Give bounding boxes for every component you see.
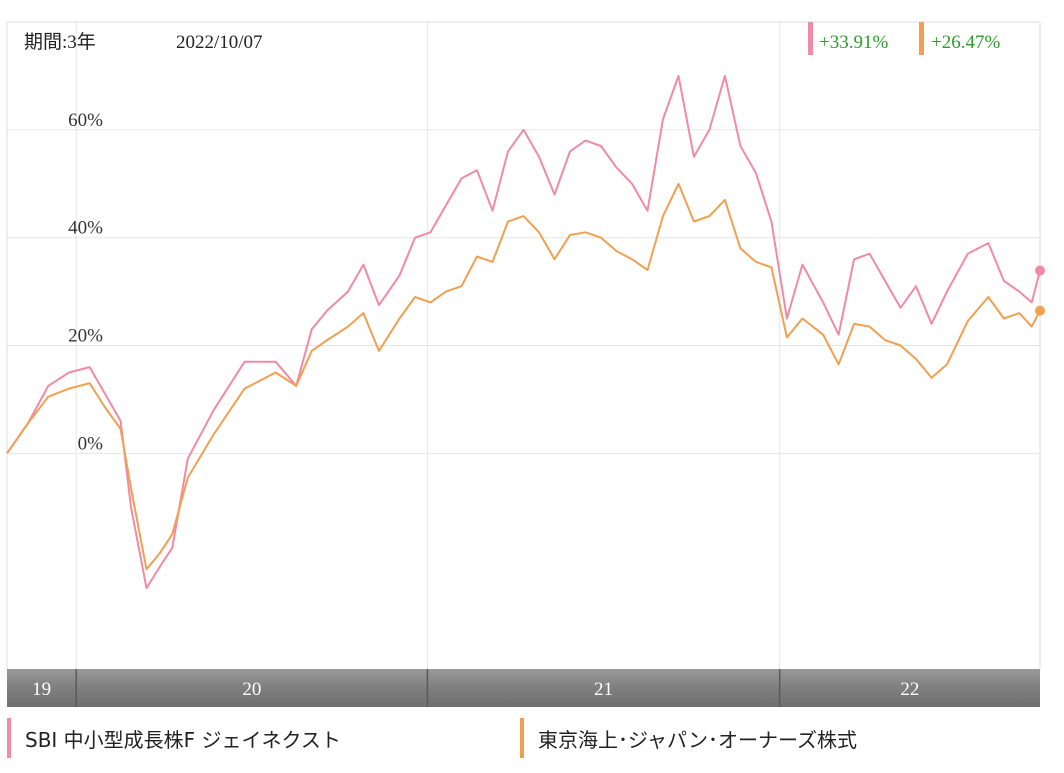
y-tick-label-2: 20% [68, 326, 103, 347]
x-tick-label-22: 22 [900, 679, 919, 700]
series-end-marker-1 [1035, 265, 1045, 276]
x-tick-label-20: 20 [242, 679, 261, 700]
series-line-2 [6, 182, 1041, 571]
legend-item-1: SBI 中小型成長株F ジェイネクスト [7, 716, 341, 760]
x-tick-label-21: 21 [594, 679, 613, 700]
x-tick-labels: 19 20 21 22 [32, 669, 919, 707]
y-tick-label-3: 0% [78, 433, 104, 454]
return-value-1: +33.91% [819, 32, 888, 53]
return-marker-1 [808, 22, 813, 55]
series-end-markers [1035, 265, 1045, 316]
period-label: 期間:3年 [24, 31, 96, 53]
legend-swatch-2 [520, 718, 524, 758]
legend-swatch-1 [7, 718, 11, 758]
x-tick-label-19: 19 [32, 679, 51, 700]
y-tick-label-1: 40% [68, 218, 103, 239]
x-axis-band [7, 669, 1040, 707]
return-marker-2 [919, 22, 924, 55]
return-value-2: +26.47% [931, 32, 1000, 53]
y-tick-label-0: 60% [68, 110, 103, 131]
legend-item-2: 東京海上･ジャパン･オーナーズ株式 [520, 716, 857, 760]
legend-label-2: 東京海上･ジャパン･オーナーズ株式 [538, 727, 857, 752]
legend-label-1: SBI 中小型成長株F ジェイネクスト [25, 727, 341, 752]
date-label: 2022/10/07 [176, 32, 263, 53]
gridlines [7, 22, 1040, 669]
y-tick-labels: 60% 40% 20% 0% [68, 110, 103, 455]
series-lines [6, 74, 1041, 590]
series-end-marker-2 [1035, 305, 1045, 316]
